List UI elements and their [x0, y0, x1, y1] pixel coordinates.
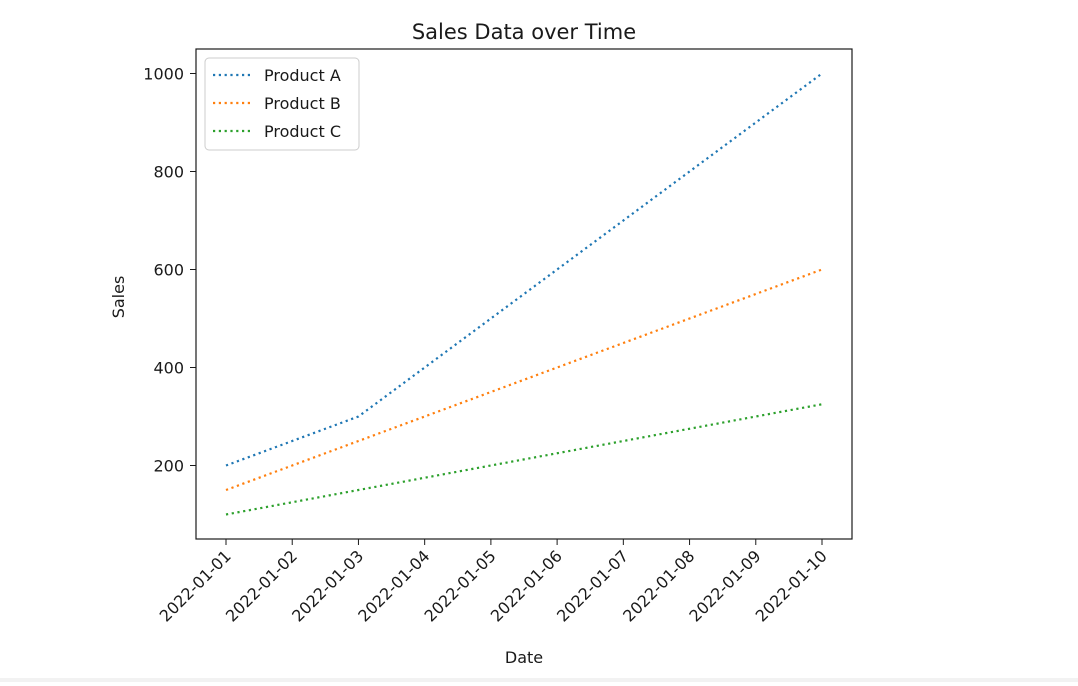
chart-title: Sales Data over Time [412, 20, 636, 44]
legend-label-3: Product C [264, 122, 341, 141]
legend-label-2: Product B [264, 94, 341, 113]
plot-area: 20040060080010002022-01-012022-01-022022… [143, 48, 853, 626]
axes-frame [195, 48, 853, 540]
y-tick-label: 600 [153, 261, 184, 280]
y-tick-label: 400 [153, 359, 184, 378]
x-tick-label: 2022-01-10 [752, 546, 831, 625]
y-axis-label: Sales [109, 276, 128, 319]
legend-box [204, 57, 360, 151]
y-tick-label: 800 [153, 163, 184, 182]
series-line-3 [225, 403, 823, 516]
series-line-1 [225, 72, 823, 467]
y-tick-label: 200 [153, 457, 184, 476]
y-tick-label: 1000 [143, 65, 184, 84]
x-axis-label: Date [505, 648, 543, 667]
legend-label-1: Product A [264, 66, 341, 85]
bottom-strip [0, 678, 1078, 682]
series-line-2 [225, 268, 823, 492]
